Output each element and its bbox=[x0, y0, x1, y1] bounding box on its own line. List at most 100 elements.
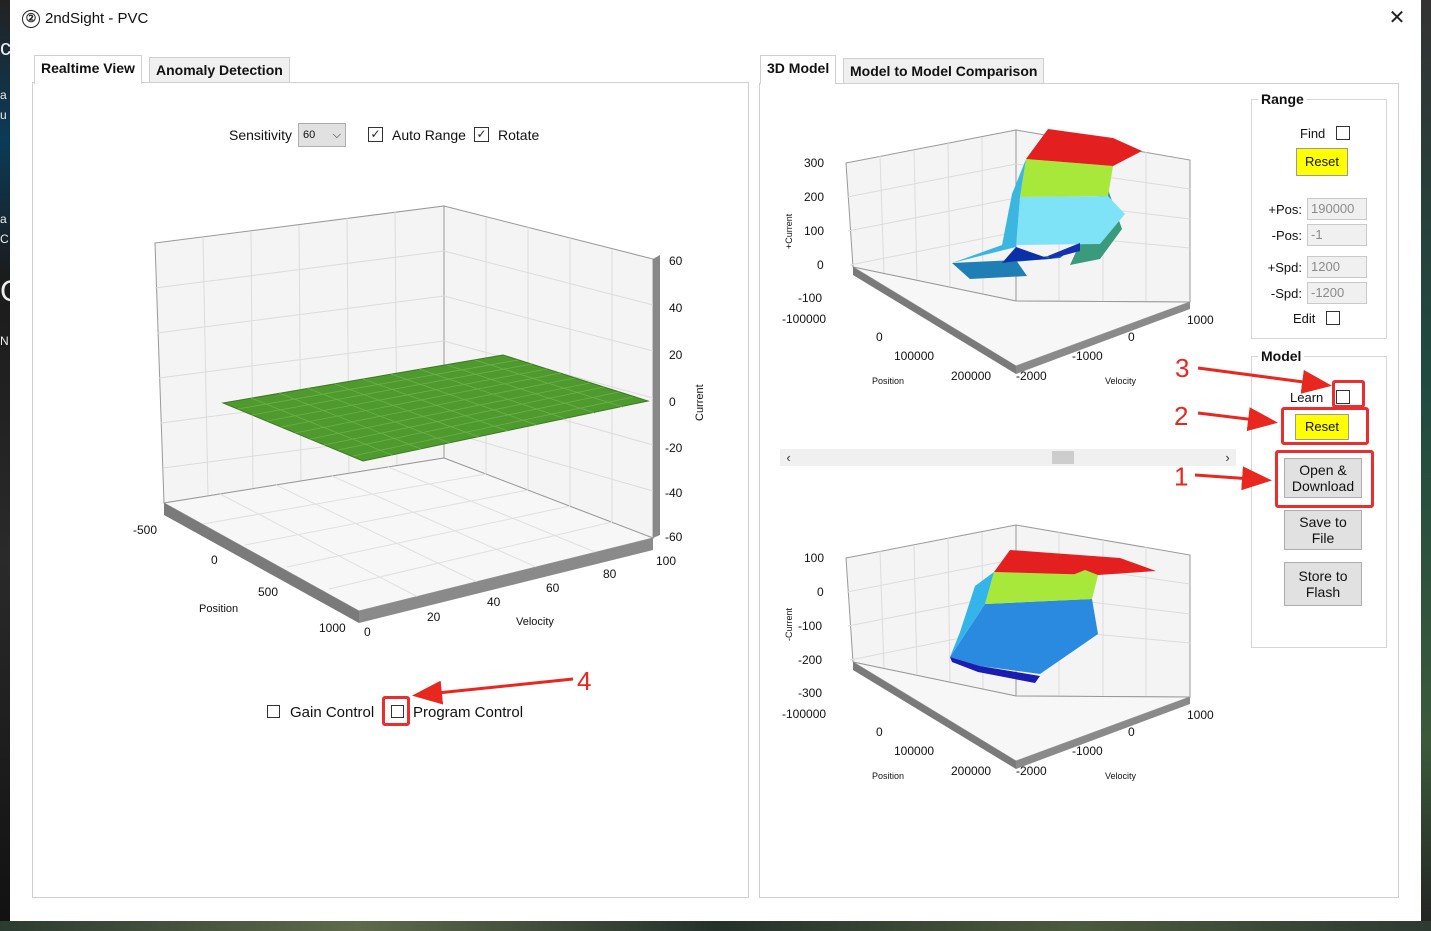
top-vel-tick-neg1000: -1000 bbox=[1072, 349, 1103, 363]
gain-control-checkbox[interactable] bbox=[267, 705, 280, 718]
pos-tick-neg500: -500 bbox=[133, 523, 157, 537]
bot-z-tick-neg200: -200 bbox=[798, 653, 822, 667]
bot-z-tick-neg100: -100 bbox=[798, 619, 822, 633]
model-group-title: Model bbox=[1258, 348, 1305, 364]
find-label: Find bbox=[1300, 126, 1326, 141]
bot-pos-tick-200000: 200000 bbox=[951, 764, 991, 778]
realtime-3d-chart: 60 40 20 0 -20 -40 -60 Current -500 0 50… bbox=[133, 205, 706, 639]
open-download-button[interactable]: Open & Download bbox=[1284, 458, 1362, 498]
grid-lines bbox=[154, 211, 654, 522]
range-group: Range Find Reset +Pos: 190000 -Pos: -1 +… bbox=[1251, 91, 1387, 339]
pos-min-label: -Pos: bbox=[1271, 228, 1302, 243]
tab-3d-model[interactable]: 3D Model bbox=[760, 55, 837, 84]
callout-box-2 bbox=[1281, 407, 1369, 445]
learn-label: Learn bbox=[1290, 390, 1324, 405]
range-reset-button[interactable]: Reset bbox=[1296, 148, 1348, 176]
store-to-flash-button[interactable]: Store to Flash bbox=[1284, 562, 1362, 606]
window-title: 2ndSight - PVC bbox=[45, 10, 149, 27]
callout-number-3: 3 bbox=[1175, 353, 1190, 383]
vel-tick-40: 40 bbox=[487, 595, 501, 609]
spd-max-field[interactable]: 1200 bbox=[1307, 256, 1367, 278]
callout-box-4 bbox=[382, 696, 410, 726]
surface-mesh bbox=[237, 359, 634, 457]
bot-pos-tick-neg100000: -100000 bbox=[782, 707, 826, 721]
pos-max-field[interactable]: 190000 bbox=[1307, 198, 1367, 220]
bot-pos-tick-100000: 100000 bbox=[894, 744, 934, 758]
positive-current-chart: 300 200 100 0 -100 +Current -100000 0 10… bbox=[782, 129, 1214, 386]
pos-max-label: +Pos: bbox=[1268, 202, 1302, 217]
auto-range-checkbox[interactable]: ✓ bbox=[368, 127, 383, 142]
top-z-tick-0: 0 bbox=[817, 258, 824, 272]
tab-model-comparison[interactable]: Model to Model Comparison bbox=[843, 58, 1045, 84]
z-tick-0: 0 bbox=[669, 395, 676, 409]
save-to-file-button[interactable]: Save to File bbox=[1284, 510, 1362, 550]
surface-base bbox=[952, 260, 1027, 279]
position-axis-rail bbox=[164, 503, 359, 623]
rotate-label: Rotate bbox=[498, 127, 540, 143]
close-icon[interactable]: ✕ bbox=[1388, 7, 1406, 29]
pos-tick-1000: 1000 bbox=[319, 621, 346, 635]
callout-number-2: 2 bbox=[1174, 401, 1189, 431]
pos-min-field[interactable]: -1 bbox=[1307, 224, 1367, 246]
scroll-right-icon[interactable]: › bbox=[1225, 450, 1230, 465]
rotate-checkbox[interactable]: ✓ bbox=[474, 127, 489, 142]
edit-checkbox[interactable] bbox=[1326, 311, 1340, 325]
scroll-thumb[interactable] bbox=[1052, 451, 1074, 464]
program-control-label: Program Control bbox=[413, 704, 524, 721]
desktop-background-right bbox=[1421, 0, 1431, 931]
z-tick-60: 60 bbox=[669, 254, 683, 268]
bot-z-tick-neg300: -300 bbox=[798, 686, 822, 700]
z-axis-label: Current bbox=[694, 384, 706, 421]
vel-tick-20: 20 bbox=[427, 610, 441, 624]
program-control-checkbox[interactable] bbox=[391, 705, 404, 718]
velocity-axis-rail bbox=[1016, 697, 1190, 769]
surface-band-green bbox=[1020, 159, 1113, 197]
bot-z-axis-label: -Current bbox=[784, 607, 794, 641]
auto-range-label: Auto Range bbox=[392, 127, 466, 143]
learn-checkbox[interactable] bbox=[1336, 390, 1350, 404]
spd-max-label: +Spd: bbox=[1267, 260, 1302, 275]
position-axis-rail bbox=[853, 267, 1016, 374]
velocity-axis-label: Velocity bbox=[516, 616, 554, 628]
bot-vel-tick-1000: 1000 bbox=[1187, 708, 1214, 722]
find-checkbox[interactable] bbox=[1336, 126, 1350, 140]
negative-current-chart: 100 0 -100 -200 -300 -Current -100000 0 … bbox=[782, 524, 1214, 781]
surface-band-blue bbox=[950, 599, 1098, 674]
bot-pos-tick-0: 0 bbox=[876, 725, 883, 739]
top-pos-tick-100000: 100000 bbox=[894, 349, 934, 363]
chart-scrollbar[interactable]: ‹ › bbox=[780, 449, 1236, 466]
spd-min-field[interactable]: -1200 bbox=[1307, 282, 1367, 304]
callout-number-1: 1 bbox=[1174, 461, 1189, 492]
realtime-view-panel: Sensitivity 60 ⌵ ✓ Auto Range ✓ Rotate bbox=[32, 82, 749, 898]
vel-tick-80: 80 bbox=[603, 567, 617, 581]
tab-realtime-view[interactable]: Realtime View bbox=[34, 55, 142, 84]
edit-label: Edit bbox=[1293, 311, 1316, 326]
chevron-down-icon: ⌵ bbox=[332, 129, 341, 141]
surface-band-red bbox=[1026, 129, 1142, 166]
range-group-title: Range bbox=[1258, 91, 1307, 107]
surface-band-cyan bbox=[1016, 196, 1125, 245]
callout-number-4: 4 bbox=[577, 666, 592, 696]
position-axis-rail bbox=[853, 662, 1016, 769]
top-z-tick-200: 200 bbox=[804, 190, 824, 204]
bot-position-label: Position bbox=[872, 771, 904, 781]
title-bar: ② 2ndSight - PVC ✕ bbox=[10, 0, 1421, 38]
callout-box-1 bbox=[1275, 450, 1374, 508]
z-tick-40: 40 bbox=[669, 301, 683, 315]
floor-grid bbox=[202, 466, 613, 598]
bot-z-tick-0: 0 bbox=[817, 585, 824, 599]
current-axis-rail bbox=[653, 255, 660, 538]
top-z-tick-100: 100 bbox=[804, 224, 824, 238]
model-reset-button[interactable]: Reset bbox=[1295, 414, 1349, 440]
top-vel-tick-neg2000: -2000 bbox=[1016, 369, 1047, 383]
top-z-axis-label: +Current bbox=[784, 213, 794, 249]
z-tick-neg20: -20 bbox=[665, 441, 683, 455]
scroll-left-icon[interactable]: ‹ bbox=[786, 450, 791, 465]
top-pos-tick-200000: 200000 bbox=[951, 369, 991, 383]
surface-front-face bbox=[950, 572, 994, 657]
spd-min-label: -Spd: bbox=[1270, 286, 1302, 301]
sensitivity-select[interactable]: 60 ⌵ bbox=[298, 123, 346, 147]
bot-vel-tick-0: 0 bbox=[1128, 725, 1135, 739]
tab-anomaly-detection[interactable]: Anomaly Detection bbox=[149, 57, 290, 83]
top-z-tick-300: 300 bbox=[804, 156, 824, 170]
